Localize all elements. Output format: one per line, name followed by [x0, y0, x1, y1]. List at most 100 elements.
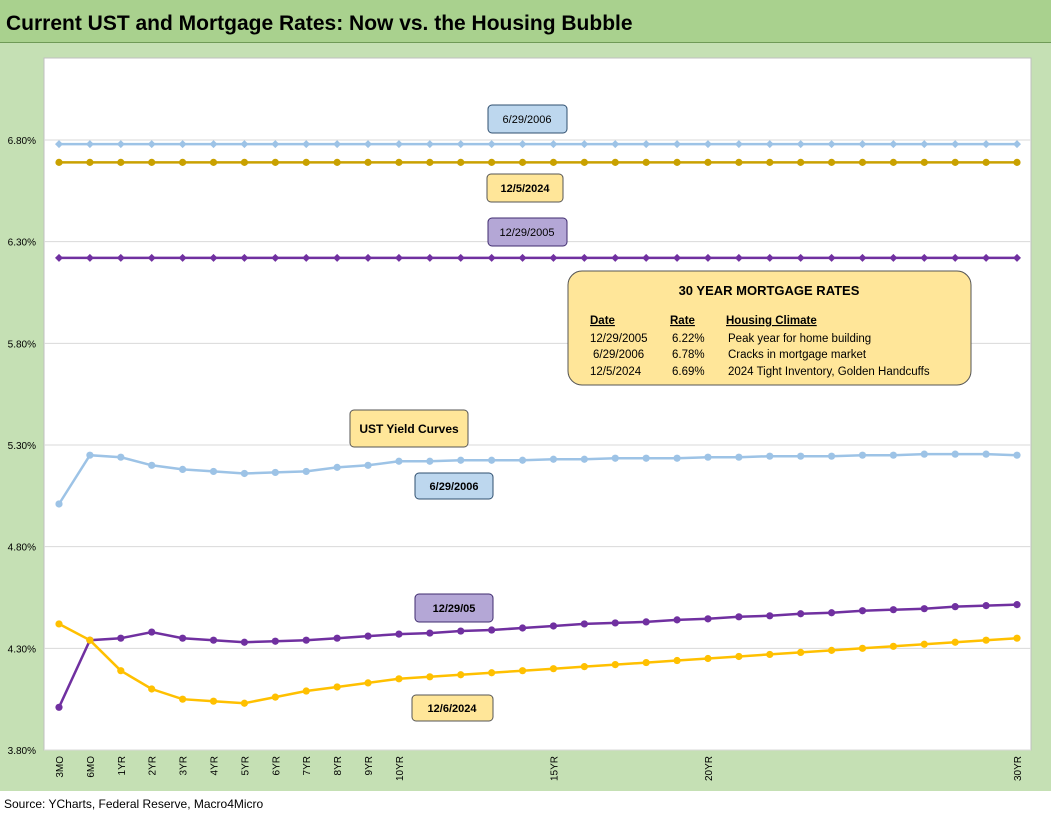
callout-ust-2006: 6/29/2006 [414, 472, 494, 500]
data-point-ust_2024 [889, 642, 897, 650]
table-row-rate: 6.78% [672, 349, 705, 361]
data-point-ust_2024 [395, 675, 403, 683]
data-point-ust_2024 [179, 695, 187, 703]
data-point-ust_2005 [611, 619, 619, 627]
data-point-mort_2005 [209, 253, 218, 262]
callout-mort-2024: 12/5/2024 [486, 173, 564, 203]
data-point-ust_2005 [488, 626, 496, 634]
table-header-climate: Housing Climate [726, 315, 817, 327]
data-point-mort_2005 [456, 253, 465, 262]
data-point-mort_2005 [240, 253, 249, 262]
data-point-mort_2024 [889, 158, 897, 166]
data-point-ust_2024 [704, 654, 712, 663]
data-point-ust_2005 [889, 606, 897, 614]
data-point-mort_2006 [487, 140, 496, 149]
series-line-ust_2005 [57, 603, 1018, 708]
data-point-ust_2005 [148, 628, 156, 636]
data-point-mort_2006 [116, 140, 125, 149]
x-tick-label: 3YR [179, 756, 190, 775]
data-point-ust_2024 [642, 658, 650, 667]
data-point-mort_2006 [55, 140, 63, 149]
data-point-mort_2006 [827, 140, 836, 149]
callout-ust-heading-text: UST Yield Curves [359, 422, 459, 436]
data-point-ust_2006 [179, 465, 187, 473]
data-point-ust_2006 [1013, 451, 1021, 459]
data-point-mort_2005 [116, 253, 125, 262]
table-row-date: 6/29/2006 [593, 349, 644, 361]
data-point-mort_2024 [488, 158, 496, 166]
y-axis-ticks: 3.80% 4.30% 4.80% 5.30% 5.80% 6.30% 6.80% [8, 136, 36, 757]
data-point-ust_2006 [271, 468, 279, 477]
data-point-mort_2006 [178, 140, 187, 149]
data-point-mort_2005 [858, 253, 867, 262]
data-point-mort_2024 [797, 158, 805, 166]
table-row-rate: 6.22% [672, 333, 705, 345]
data-point-mort_2006 [703, 140, 712, 149]
data-point-mort_2005 [765, 253, 774, 262]
data-point-mort_2024 [858, 158, 867, 166]
data-point-mort_2005 [889, 253, 898, 262]
data-point-mort_2005 [85, 253, 94, 262]
data-point-mort_2024 [333, 158, 341, 166]
data-point-mort_2024 [55, 158, 63, 166]
data-point-ust_2005 [735, 613, 743, 621]
callout-ust-2024-text: 12/6/2024 [428, 703, 478, 715]
data-point-ust_2005 [858, 607, 867, 615]
data-point-ust_2024 [518, 667, 527, 675]
data-point-ust_2024 [86, 636, 94, 644]
data-point-mort_2006 [920, 140, 929, 149]
data-point-mort_2006 [518, 140, 527, 149]
data-point-mort_2005 [55, 253, 63, 262]
data-point-ust_2006 [333, 463, 341, 471]
data-point-mort_2005 [951, 253, 960, 262]
data-point-mort_2024 [518, 158, 527, 166]
x-tick-label: 7YR [302, 756, 313, 775]
x-tick-label: 15YR [549, 756, 560, 781]
data-point-mort_2024 [426, 158, 434, 166]
data-point-ust_2024 [240, 699, 249, 707]
data-point-mort_2024 [148, 158, 156, 166]
data-point-mort_2024 [271, 158, 279, 166]
data-point-ust_2024 [302, 687, 310, 695]
data-point-ust_2006 [148, 461, 156, 469]
data-point-mort_2005 [982, 253, 991, 262]
data-point-mort_2024 [735, 158, 743, 166]
data-point-ust_2005 [55, 703, 63, 711]
data-point-mort_2006 [394, 140, 403, 149]
data-point-mort_2006 [796, 140, 805, 149]
data-point-ust_2024 [982, 636, 990, 644]
y-tick-label: 4.30% [8, 644, 36, 655]
data-point-ust_2024 [827, 646, 836, 654]
data-point-ust_2024 [766, 650, 774, 659]
data-point-mort_2005 [827, 253, 836, 262]
data-point-ust_2005 [179, 634, 187, 642]
data-point-mort_2024 [951, 158, 959, 166]
callout-ust-2006-text: 6/29/2006 [430, 481, 479, 493]
table-title: 30 YEAR MORTGAGE RATES [679, 283, 860, 298]
callout-mort-2006: 6/29/2006 [487, 104, 568, 134]
data-point-ust_2005 [364, 632, 372, 640]
data-point-mort_2024 [673, 158, 681, 166]
data-point-mort_2005 [734, 253, 743, 262]
page-title: Current UST and Mortgage Rates: Now vs. … [6, 12, 633, 35]
x-tick-label: 8YR [333, 756, 344, 775]
data-point-ust_2005 [240, 638, 249, 646]
callout-mort-2005-text: 12/29/2005 [499, 227, 554, 239]
callout-mort-2024-text: 12/5/2024 [501, 183, 551, 195]
table-header-rate: Rate [670, 315, 695, 327]
data-point-ust_2005 [642, 618, 650, 626]
data-point-ust_2005 [580, 620, 588, 628]
data-point-mort_2006 [271, 140, 280, 149]
data-point-ust_2005 [951, 603, 959, 611]
data-point-ust_2005 [426, 629, 434, 637]
x-tick-label: 1YR [117, 756, 128, 775]
data-point-mort_2005 [487, 253, 496, 262]
data-point-mort_2005 [271, 253, 280, 262]
data-point-ust_2024 [488, 669, 496, 677]
data-point-ust_2005 [271, 637, 279, 645]
data-point-ust_2006 [735, 453, 743, 461]
table-row-date: 12/5/2024 [590, 366, 642, 378]
data-point-mort_2005 [642, 253, 651, 262]
data-point-ust_2005 [117, 634, 125, 642]
data-point-ust_2024 [797, 648, 805, 657]
